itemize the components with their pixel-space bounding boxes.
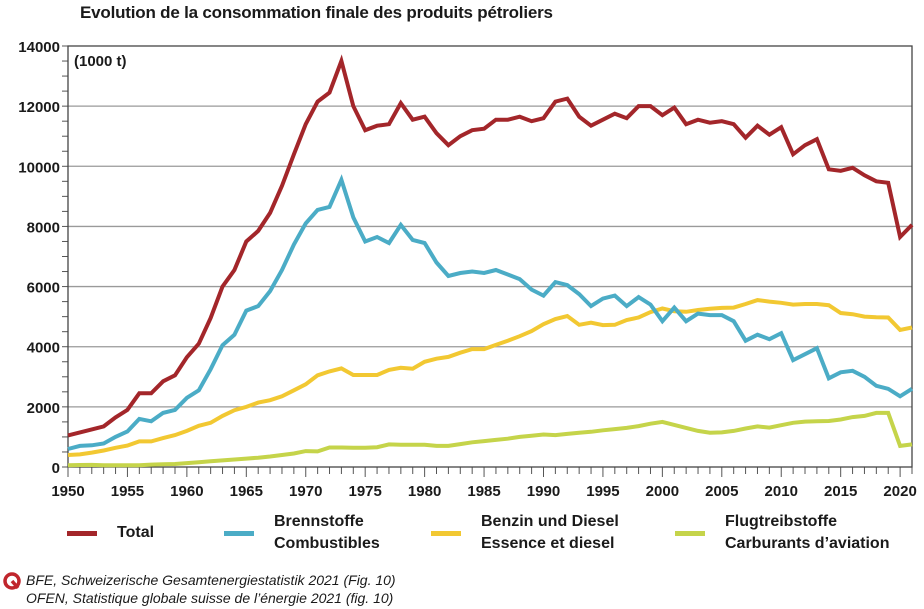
series-line-flugtreibstoffe bbox=[67, 410, 913, 468]
legend-swatch bbox=[224, 530, 254, 536]
x-tick-label: 2015 bbox=[824, 483, 857, 500]
series-line-benzin-und-diesel bbox=[67, 298, 913, 457]
legend-label-fr: Essence et diesel bbox=[481, 535, 615, 552]
legend-label-fr: Combustibles bbox=[274, 535, 380, 552]
x-tick-label: 1995 bbox=[586, 483, 619, 500]
x-tick-label: 1950 bbox=[51, 483, 84, 500]
x-tick-label: 1975 bbox=[348, 483, 381, 500]
y-tick-label: 8000 bbox=[27, 219, 60, 236]
y-tick-label: 12000 bbox=[18, 99, 60, 116]
legend-swatch bbox=[431, 530, 461, 536]
legend-label: Total bbox=[117, 524, 155, 541]
series-line-total bbox=[67, 54, 914, 438]
legend-item-flugtreibstoffe: Flugtreibstoffe Carburants d’aviation bbox=[675, 511, 889, 555]
series-line-brennstoffe bbox=[67, 174, 914, 451]
y-tick-label: 14000 bbox=[18, 39, 60, 56]
source-line-de: BFE, Schweizerische Gesamtenergiestatist… bbox=[26, 572, 396, 588]
x-tick-label: 1965 bbox=[230, 483, 263, 500]
x-tick-label: 1985 bbox=[467, 483, 500, 500]
legend-label-fr: Carburants d’aviation bbox=[725, 535, 890, 552]
y-tick-label: 0 bbox=[52, 460, 60, 477]
y-tick-label: 6000 bbox=[27, 280, 60, 297]
legend-item-brennstoffe: Brennstoffe Combustibles bbox=[224, 511, 380, 555]
y-tick-label: 10000 bbox=[18, 159, 60, 176]
legend-label: Brennstoffe bbox=[274, 513, 364, 530]
line-chart: 0 2000 4000 6000 8000 10000 12000 14000 1950 1955… bbox=[18, 39, 917, 500]
legend-item-total: Total bbox=[67, 522, 154, 544]
y-tick-label: 2000 bbox=[27, 400, 60, 417]
x-tick-label: 2000 bbox=[646, 483, 679, 500]
legend-swatch bbox=[67, 530, 97, 536]
x-tick-label: 2005 bbox=[705, 483, 738, 500]
plot-frame bbox=[67, 45, 913, 468]
x-tick-label: 1980 bbox=[408, 483, 441, 500]
legend-swatch bbox=[675, 530, 705, 536]
legend-label: Flugtreibstoffe bbox=[725, 513, 837, 530]
unit-label: (1000 t) bbox=[74, 53, 127, 70]
x-tick-label: 1990 bbox=[527, 483, 560, 500]
y-tick-label: 4000 bbox=[27, 340, 60, 357]
x-tick-label: 2010 bbox=[765, 483, 798, 500]
source-line-fr: OFEN, Statistique globale suisse de l’én… bbox=[26, 590, 394, 606]
source-logo-icon bbox=[3, 572, 21, 590]
x-tick-label: 1955 bbox=[111, 483, 144, 500]
x-tick-label: 1960 bbox=[170, 483, 203, 500]
chart-title: Evolution de la consommation finale des … bbox=[80, 3, 553, 22]
source-note: BFE, Schweizerische Gesamtenergiestatist… bbox=[3, 571, 396, 607]
legend-label: Benzin und Diesel bbox=[481, 513, 619, 530]
x-tick-label: 2020 bbox=[883, 483, 916, 500]
x-tick-label: 1970 bbox=[289, 483, 322, 500]
legend-item-benzin: Benzin und Diesel Essence et diesel bbox=[431, 511, 619, 555]
